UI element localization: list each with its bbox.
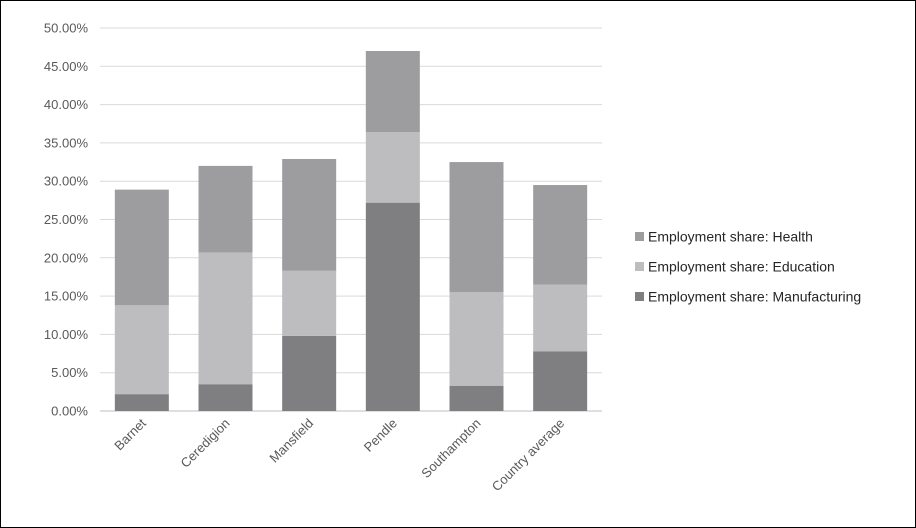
y-axis-tick-labels: 0.00% 5.00% 10.00% 15.00% 20.00% 25.00% 30.00%… [44, 21, 89, 419]
legend-swatch [635, 292, 644, 301]
bar-segment [198, 165, 253, 253]
y-tick-label: 35.00% [44, 135, 89, 150]
legend: Employment share: Health Employment share… [635, 229, 861, 305]
x-category-label: Pendle [361, 416, 400, 455]
y-tick-label: 40.00% [44, 97, 89, 112]
bar-segment [198, 384, 253, 411]
bar-segment [282, 158, 337, 271]
x-category-label: Barnet [111, 415, 149, 453]
x-category-label: Country average [489, 416, 568, 495]
bar-segment [114, 305, 169, 395]
bar-segment [282, 270, 337, 336]
x-category-label: Southampton [418, 416, 483, 481]
legend-swatch [635, 262, 644, 271]
legend-label: Employment share: Education [648, 259, 835, 275]
legend-label: Employment share: Manufacturing [648, 289, 861, 305]
bar-segment [282, 335, 337, 411]
x-axis-category-labels: Barnet Ceredigion Mansfield Pendle Southampt… [111, 415, 567, 494]
bar-segment [114, 189, 169, 306]
bars [114, 50, 588, 411]
legend-swatch [635, 232, 644, 241]
x-category-label: Mansfield [266, 416, 316, 466]
y-tick-label: 30.00% [44, 174, 89, 189]
y-tick-label: 25.00% [44, 212, 89, 227]
bar-segment [449, 385, 504, 411]
y-tick-label: 20.00% [44, 250, 89, 265]
bar-segment [533, 351, 588, 411]
bar-segment [449, 162, 504, 293]
y-tick-label: 45.00% [44, 59, 89, 74]
bar-segment [533, 185, 588, 285]
gridlines [100, 27, 602, 412]
bar-segment [114, 394, 169, 411]
bar-segment [365, 202, 420, 411]
y-tick-label: 15.00% [44, 289, 89, 304]
bar-segment [449, 292, 504, 386]
bar-segment [198, 252, 253, 385]
y-tick-label: 5.00% [51, 365, 88, 380]
bar-segment [365, 50, 420, 133]
y-tick-label: 10.00% [44, 327, 89, 342]
bar-segment [365, 132, 420, 203]
x-category-label: Ceredigion [178, 416, 233, 471]
legend-label: Employment share: Health [648, 229, 813, 245]
y-tick-label: 0.00% [51, 404, 88, 419]
bar-segment [533, 284, 588, 352]
y-tick-label: 50.00% [44, 21, 89, 36]
